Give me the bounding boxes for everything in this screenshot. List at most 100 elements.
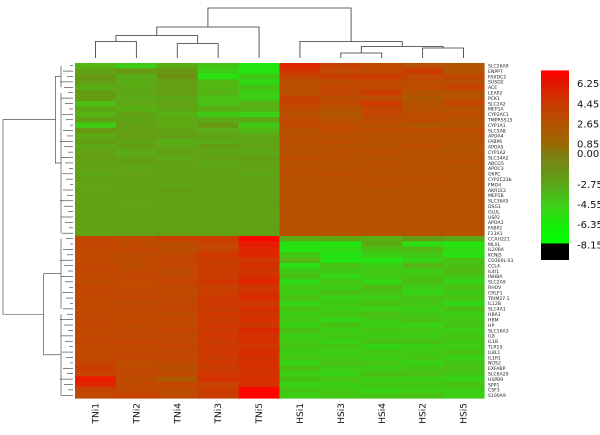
heatmap-cell: [197, 354, 240, 361]
heatmap-cell: [115, 133, 158, 140]
heatmap-cell: [320, 235, 362, 242]
heatmap-cell: [361, 149, 403, 156]
heatmap-cell: [238, 289, 281, 296]
heatmap-cell: [443, 219, 485, 226]
heatmap-cell: [320, 365, 362, 372]
heatmap-cell: [361, 246, 403, 253]
heatmap-cell: [197, 246, 240, 253]
heatmap-cell: [197, 387, 240, 394]
row-label: SLC16A3: [488, 328, 509, 334]
heatmap-cell: [320, 273, 362, 280]
heatmap-cell: [197, 122, 240, 129]
heatmap-cell: [443, 171, 485, 178]
heatmap-cell: [75, 295, 117, 302]
heatmap-cell: [279, 295, 321, 302]
heatmap-cell: [156, 187, 199, 194]
heatmap-cell: [238, 100, 281, 107]
heatmap-cell: [279, 219, 321, 226]
heatmap-cell: [156, 111, 199, 118]
heatmap-cell: [443, 187, 485, 194]
heatmap-cell: [115, 181, 158, 188]
heatmap-cell: [75, 187, 117, 194]
heatmap-cell: [115, 149, 158, 156]
heatmap-cell: [320, 354, 362, 361]
heatmap-cell: [75, 95, 117, 102]
row-label: FABP6: [488, 139, 502, 145]
heatmap-cell: [238, 192, 281, 199]
heatmap-cell: [238, 349, 281, 356]
heatmap-cell: [320, 90, 362, 97]
heatmap-cell: [402, 117, 444, 124]
heatmap-cell: [361, 311, 403, 318]
heatmap-cell: [279, 63, 321, 69]
heatmap-cell: [238, 203, 281, 210]
heatmap-cell: [197, 100, 240, 107]
heatmap-cell: [238, 149, 281, 156]
heatmap-cell: [75, 262, 117, 269]
heatmap-cell: [115, 171, 158, 178]
heatmap-cell: [75, 192, 117, 199]
heatmap-cell: [238, 284, 281, 291]
column-label: TNi5: [255, 403, 265, 424]
heatmap-cell: [279, 171, 321, 178]
row-label: F13A1: [488, 231, 503, 237]
heatmap-cell: [156, 171, 199, 178]
column-dendrogram-link: [176, 43, 219, 58]
heatmap-cell: [279, 165, 321, 172]
heatmap-cell: [156, 214, 199, 221]
heatmap-cell: [361, 333, 403, 340]
heatmap-cell: [238, 90, 281, 97]
row-label: SLC26A9: [488, 64, 509, 70]
heatmap-cell: [279, 160, 321, 167]
heatmap-cell: [197, 214, 240, 221]
heatmap-cell: [156, 365, 199, 372]
heatmap-cell: [197, 241, 240, 248]
heatmap-cell: [75, 343, 117, 350]
heatmap-cell: [443, 333, 485, 340]
color-scale-tick-label: 6.25: [577, 79, 599, 90]
heatmap-cell: [238, 225, 281, 232]
heatmap-cell: [75, 387, 117, 394]
heatmap-cell: [75, 376, 117, 383]
heatmap-cell: [197, 300, 240, 307]
heatmap-cell: [156, 316, 199, 323]
heatmap-cell: [443, 284, 485, 291]
heatmap-cell: [197, 176, 240, 183]
heatmap-cell: [197, 349, 240, 356]
heatmap-cell: [75, 268, 117, 275]
heatmap-cell: [115, 241, 158, 248]
heatmap-cell: [75, 73, 117, 80]
heatmap-cell: [115, 138, 158, 145]
heatmap-cell: [402, 279, 444, 286]
heatmap-cell: [115, 84, 158, 91]
heatmap-cell: [156, 127, 199, 134]
heatmap-cell: [320, 154, 362, 161]
heatmap-cell: [443, 73, 485, 80]
heatmap-cell: [75, 354, 117, 361]
heatmap-cell: [361, 63, 403, 69]
heatmap-cell: [279, 327, 321, 334]
heatmap-cell: [197, 73, 240, 80]
heatmap-cell: [443, 338, 485, 345]
heatmap-cell: [361, 235, 403, 242]
heatmap-cell: [443, 111, 485, 118]
heatmap-cell: [156, 219, 199, 226]
heatmap-cell: [443, 133, 485, 140]
heatmap-cell: [361, 90, 403, 97]
row-label: CD300L-S1: [488, 258, 514, 264]
heatmap-cell: [320, 117, 362, 124]
heatmap-cell: [75, 133, 117, 140]
heatmap-cell: [197, 219, 240, 226]
heatmap-cell: [75, 100, 117, 107]
heatmap-cell: [238, 381, 281, 388]
heatmap-cell: [115, 165, 158, 172]
heatmap-cell: [279, 349, 321, 356]
heatmap-cell: [75, 327, 117, 334]
heatmap-cell: [75, 171, 117, 178]
heatmap-cell: [361, 268, 403, 275]
heatmap-cell: [75, 160, 117, 167]
row-label: SLC2A2: [488, 101, 506, 107]
column-label: TNi2: [132, 403, 142, 424]
heatmap-cell: [115, 370, 158, 377]
row-label: AKR1E2: [488, 188, 506, 194]
